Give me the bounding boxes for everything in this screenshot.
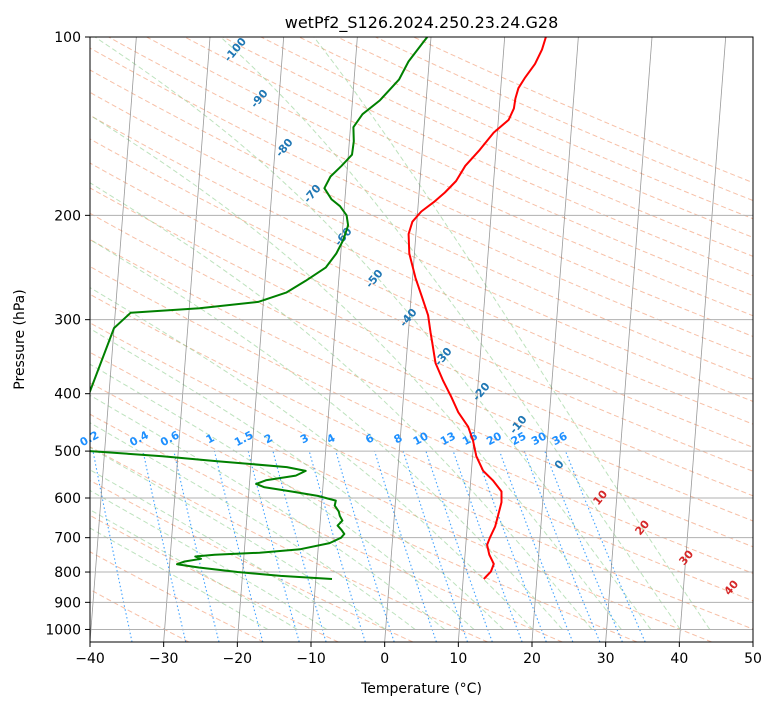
y-tick-label: 500 — [54, 444, 81, 460]
x-tick-label: 10 — [449, 651, 467, 667]
mixing-ratio-line — [523, 450, 601, 642]
x-tick-label: −40 — [75, 651, 105, 667]
x-tick-label: 0 — [380, 651, 389, 667]
dry-adiabat — [90, 514, 339, 642]
grid-lines — [90, 37, 753, 642]
axes: −40 −30 −20 −10 0 10 20 30 40 50 100 200 300 400 500 60… — [45, 30, 762, 667]
mixing-ratio-line — [374, 450, 437, 642]
mixing-ratio-line — [142, 450, 187, 642]
mixing-ratio-label: 36 — [550, 429, 570, 448]
y-tick-label: 1000 — [45, 622, 81, 638]
dry-adiabat — [90, 413, 563, 642]
mixing-ratio-line — [272, 450, 327, 642]
y-tick-label: 800 — [54, 565, 81, 581]
y-tick-label: 700 — [54, 531, 81, 547]
y-tick-label: 600 — [54, 491, 81, 507]
isotherm-line — [678, 37, 727, 642]
x-tick-label: 50 — [744, 651, 762, 667]
dry-adiabat — [90, 91, 753, 402]
dry-adiabat — [90, 138, 753, 448]
mixing-ratio-line — [499, 450, 574, 642]
mixing-ratio-label: 10 — [411, 429, 431, 448]
mixing-ratio-line — [425, 450, 493, 642]
x-tick-label: 20 — [523, 651, 541, 667]
dry-adiabat — [90, 162, 753, 472]
dry-adiabat — [90, 322, 753, 630]
isotherm-line — [457, 37, 506, 642]
isotherm-line — [605, 37, 653, 642]
mixing-ratio-line — [402, 450, 469, 642]
x-tick-label: −10 — [296, 651, 326, 667]
moist-adiabat — [90, 509, 298, 630]
dry-adiabat — [90, 293, 753, 602]
moist-adiabat — [90, 422, 416, 630]
isotherm-line — [752, 636, 753, 642]
y-axis-title: Pressure (hPa) — [12, 289, 28, 389]
moist-adiabat — [90, 394, 445, 630]
moist-adiabat — [94, 37, 652, 630]
x-tick-label: −30 — [149, 651, 179, 667]
moist-adiabat — [90, 469, 357, 630]
mixing-ratio-label: 20 — [484, 429, 504, 448]
mixing-ratio-label: 30 — [529, 429, 549, 448]
y-tick-label: 400 — [54, 387, 81, 403]
x-axis-title: Temperature (°C) — [360, 681, 482, 697]
dry-adiabat — [90, 266, 753, 574]
mixing-ratio-line — [213, 450, 264, 642]
mixing-ratio-line — [247, 450, 300, 642]
dry-adiabat — [90, 239, 753, 548]
isotherm-line — [310, 37, 358, 642]
dewpoint-profile-line — [90, 37, 429, 580]
dry-adiabat — [90, 588, 190, 642]
y-tick-label: 300 — [54, 313, 81, 329]
moist-adiabat — [220, 37, 681, 630]
y-tick-label: 900 — [54, 595, 81, 611]
moist-adiabat — [90, 182, 593, 630]
x-tick-label: 40 — [670, 651, 688, 667]
dry-adiabat — [90, 187, 753, 497]
mixing-ratio-line — [544, 450, 623, 642]
isotherm-line — [90, 37, 137, 642]
isotherm-line — [236, 37, 285, 642]
plot-frame — [89, 36, 754, 643]
y-tick-label: 200 — [54, 208, 81, 224]
chart-title: wetPf2_S126.2024.250.23.24.G28 — [285, 13, 559, 33]
x-tick-label: 30 — [597, 651, 615, 667]
mixing-ratio-line — [474, 450, 547, 642]
y-tick-label: 100 — [54, 30, 81, 46]
profile-lines — [90, 37, 547, 580]
moist-adiabat — [313, 37, 711, 630]
mixing-ratio-line — [308, 450, 366, 642]
moist-adiabat — [90, 446, 386, 630]
temperature-profile-line — [407, 37, 547, 580]
mixing-ratio-label: 16 — [460, 429, 480, 448]
moist-adiabat — [90, 114, 622, 630]
moist-adiabat — [90, 363, 475, 630]
mixing-ratio-line — [92, 450, 133, 642]
isotherm-line — [163, 37, 211, 642]
background-lines — [90, 37, 753, 642]
moist-adiabat — [90, 527, 269, 630]
mixing-ratio-label: 13 — [438, 429, 458, 448]
isotherm-line — [384, 37, 432, 642]
mixing-ratio-label: 25 — [509, 429, 529, 448]
moist-adiabat — [90, 287, 534, 630]
mixing-ratio-line — [452, 450, 523, 642]
mixing-ratio-line — [173, 450, 220, 642]
x-tick-label: −20 — [223, 651, 253, 667]
moist-adiabat — [90, 238, 563, 630]
isotherm-line — [531, 37, 579, 642]
